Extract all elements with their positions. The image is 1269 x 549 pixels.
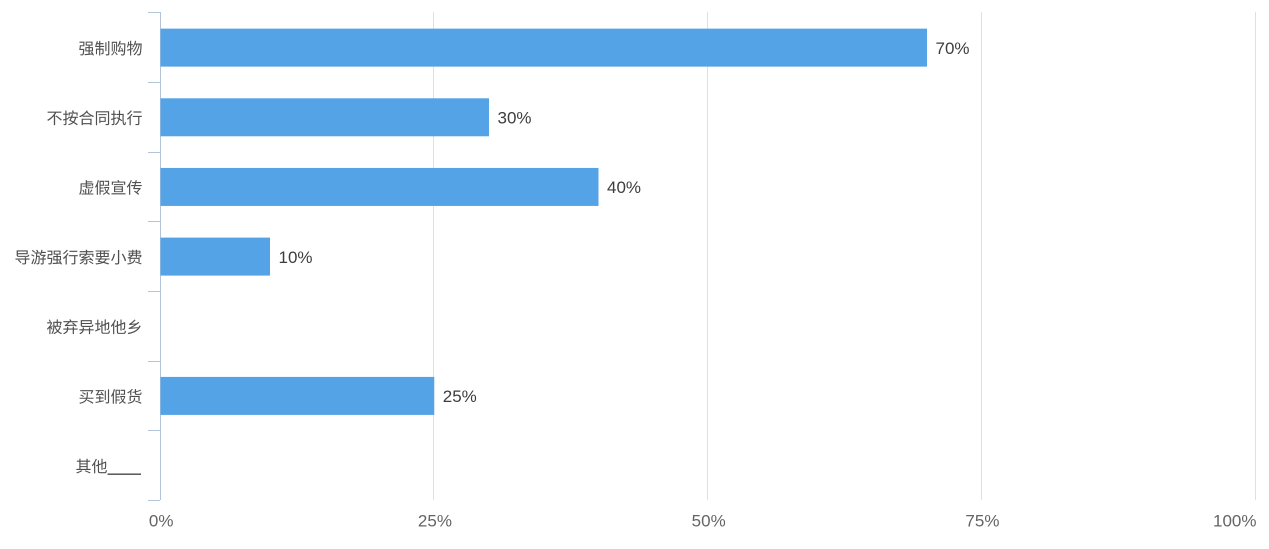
svg-text:0%: 0%: [149, 512, 174, 531]
svg-text:25%: 25%: [443, 387, 477, 406]
svg-text:40%: 40%: [607, 178, 641, 197]
svg-text:50%: 50%: [692, 512, 726, 531]
svg-text:30%: 30%: [498, 108, 532, 127]
svg-text:100%: 100%: [1213, 512, 1256, 531]
svg-text:10%: 10%: [279, 248, 313, 267]
svg-text:25%: 25%: [418, 512, 452, 531]
svg-text:70%: 70%: [936, 39, 970, 58]
svg-text:75%: 75%: [965, 512, 999, 531]
